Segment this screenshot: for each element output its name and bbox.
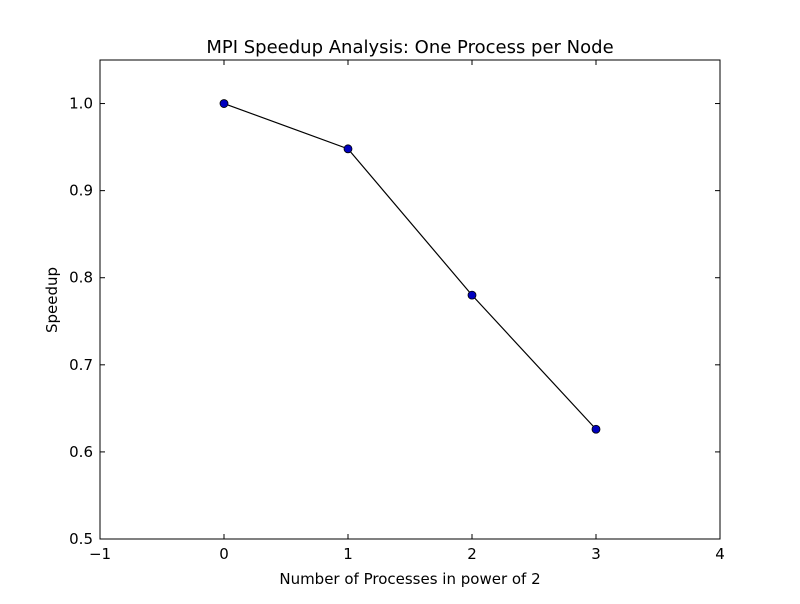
y-tick-label: 0.7	[69, 356, 93, 374]
plot-area: −1 0 1 2 3 4 0.5 0.6 0.7 0.8 0.9 1.0	[69, 59, 725, 563]
y-tick-label: 0.8	[69, 269, 93, 287]
y-tick-label: 0.5	[69, 530, 93, 548]
y-tick-label: 1.0	[69, 95, 93, 113]
chart-title: MPI Speedup Analysis: One Process per No…	[206, 37, 613, 58]
data-point	[219, 99, 229, 108]
x-tick-label: 2	[467, 545, 477, 563]
y-tick-label: 0.6	[69, 443, 93, 461]
x-tick-label: 3	[591, 545, 601, 563]
x-tick-label: 1	[343, 545, 353, 563]
data-point	[591, 424, 601, 434]
x-axis-label: Number of Processes in power of 2	[279, 570, 540, 588]
y-axis-label: Speedup	[43, 267, 61, 333]
series-line	[223, 102, 597, 430]
x-tick-label: −1	[89, 545, 111, 563]
y-tick-label: 0.9	[69, 182, 93, 200]
x-tick-label: 4	[715, 545, 725, 563]
data-point	[343, 144, 353, 154]
axes-frame	[99, 59, 721, 540]
data-point	[467, 290, 477, 300]
x-tick-label: 0	[219, 545, 229, 563]
